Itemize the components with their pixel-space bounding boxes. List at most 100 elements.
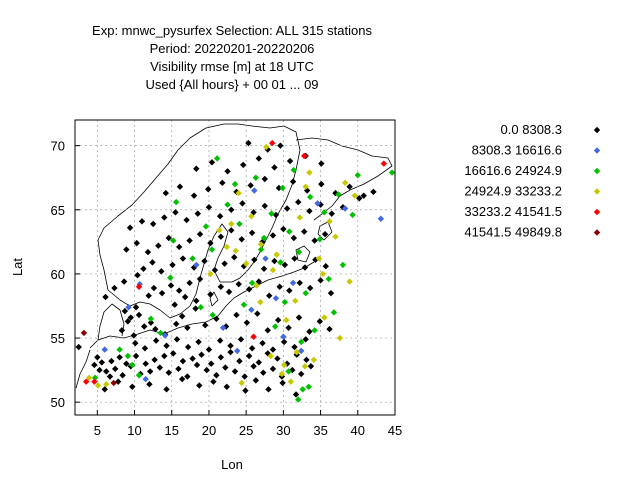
data-point-series-1 (279, 379, 286, 387)
data-point-series-4 (267, 352, 274, 360)
data-point-series-3 (302, 289, 309, 297)
x-tick-labels: 5 10 15 20 25 30 35 40 45 (94, 423, 403, 438)
data-point-series-1 (318, 180, 325, 188)
data-point-series-4 (242, 260, 250, 267)
data-point-series-1 (261, 175, 268, 183)
data-point-series-1 (178, 313, 186, 320)
data-point-series-1 (184, 343, 192, 351)
data-point-series-1 (291, 255, 298, 262)
x-tick-label: 40 (351, 423, 365, 438)
title-line-1: Exp: mnwc_pysurfex Selection: ALL 315 st… (92, 23, 372, 38)
data-point-series-1 (132, 339, 139, 347)
data-point-series-1 (243, 319, 251, 326)
data-point-series-1 (186, 279, 193, 287)
data-point-series-1 (205, 346, 213, 353)
data-point-series-1 (111, 365, 119, 373)
data-point-series-1 (281, 261, 289, 269)
data-point-series-3 (316, 236, 324, 243)
data-point-series-1 (146, 381, 153, 388)
data-point-series-1 (167, 282, 175, 289)
title-line-2: Period: 20220201-20220206 (150, 41, 315, 56)
data-point-series-3 (305, 383, 312, 390)
data-point-series-1 (286, 287, 293, 294)
data-point-series-3 (248, 279, 256, 287)
data-point-series-2 (125, 304, 132, 311)
data-point-series-1 (277, 142, 284, 149)
data-point-series-1 (302, 336, 309, 343)
data-point-series-1 (239, 200, 246, 207)
data-point-series-5 (82, 378, 90, 385)
data-point-series-1 (194, 210, 201, 217)
data-point-series-4 (207, 270, 214, 278)
data-point-series-3 (135, 372, 143, 379)
data-point-series-5 (380, 160, 388, 167)
data-point-series-1 (255, 155, 263, 162)
data-point-series-2 (234, 347, 241, 355)
data-point-series-1 (254, 310, 261, 317)
northsea-coast (75, 349, 91, 389)
data-point-series-1 (322, 263, 329, 270)
data-point-series-1 (306, 328, 313, 335)
data-point-series-6 (80, 329, 88, 337)
legend: 0.0 8308.3 8308.3 16616.6 16616.6 24924.9 2… (464, 122, 601, 240)
data-point-series-3 (349, 211, 356, 219)
data-point-series-1 (170, 350, 177, 357)
data-point-series-1 (306, 284, 314, 292)
data-point-series-1 (280, 338, 288, 346)
data-point-series-3 (281, 298, 289, 306)
data-point-series-1 (132, 304, 140, 311)
data-point-series-1 (193, 361, 201, 369)
data-point-series-4 (103, 381, 110, 388)
data-point-series-3 (240, 301, 248, 308)
data-point-series-1 (120, 278, 128, 285)
data-point-series-1 (111, 284, 118, 292)
data-point-series-2 (101, 346, 108, 353)
data-point-series-1 (124, 318, 132, 325)
y-tick-label: 70 (51, 139, 65, 154)
data-point-series-3 (295, 248, 303, 256)
data-point-series-1 (370, 188, 377, 196)
data-point-series-1 (295, 198, 302, 206)
data-point-series-1 (239, 161, 247, 169)
data-point-series-1 (172, 209, 179, 216)
data-point-series-1 (210, 378, 217, 385)
data-point-series-3 (339, 261, 347, 269)
data-point-series-1 (217, 233, 225, 240)
data-point-series-1 (228, 227, 235, 234)
data-point-series-4 (319, 270, 327, 278)
data-point-series-3 (208, 246, 216, 253)
data-point-series-3 (330, 309, 338, 316)
data-point-series-3 (124, 352, 132, 360)
data-point-series-1 (207, 239, 214, 247)
data-point-series-3 (325, 275, 332, 283)
data-point-series-3 (285, 368, 292, 375)
data-point-series-1 (213, 372, 220, 379)
data-point-series-1 (119, 372, 126, 379)
data-point-series-4 (293, 348, 300, 356)
data-point-series-1 (190, 192, 198, 199)
data-point-series-4 (85, 374, 93, 382)
data-point-series-3 (354, 171, 361, 179)
data-point-series-1 (193, 165, 200, 172)
data-point-series-4 (248, 212, 255, 220)
data-point-series-3 (299, 386, 306, 393)
data-point-series-1 (227, 348, 234, 356)
data-point-series-1 (176, 183, 184, 190)
data-point-series-4 (296, 214, 303, 221)
data-point-series-4 (310, 356, 318, 364)
data-point-series-2 (262, 255, 269, 262)
data-point-series-1 (116, 354, 123, 361)
data-point-series-1 (203, 366, 210, 374)
data-point-series-4 (341, 179, 349, 187)
data-point-series-3 (173, 198, 180, 206)
data-point-series-4 (301, 363, 309, 370)
data-point-series-1 (360, 192, 367, 199)
data-point-series-4 (332, 233, 339, 240)
data-point-series-2 (377, 215, 385, 222)
data-point-series-1 (241, 373, 248, 380)
data-point-series-1 (255, 359, 263, 366)
data-point-series-1 (162, 189, 169, 197)
data-point-series-1 (198, 351, 205, 358)
data-point-series-1 (179, 255, 187, 262)
data-point-series-3 (306, 193, 314, 201)
